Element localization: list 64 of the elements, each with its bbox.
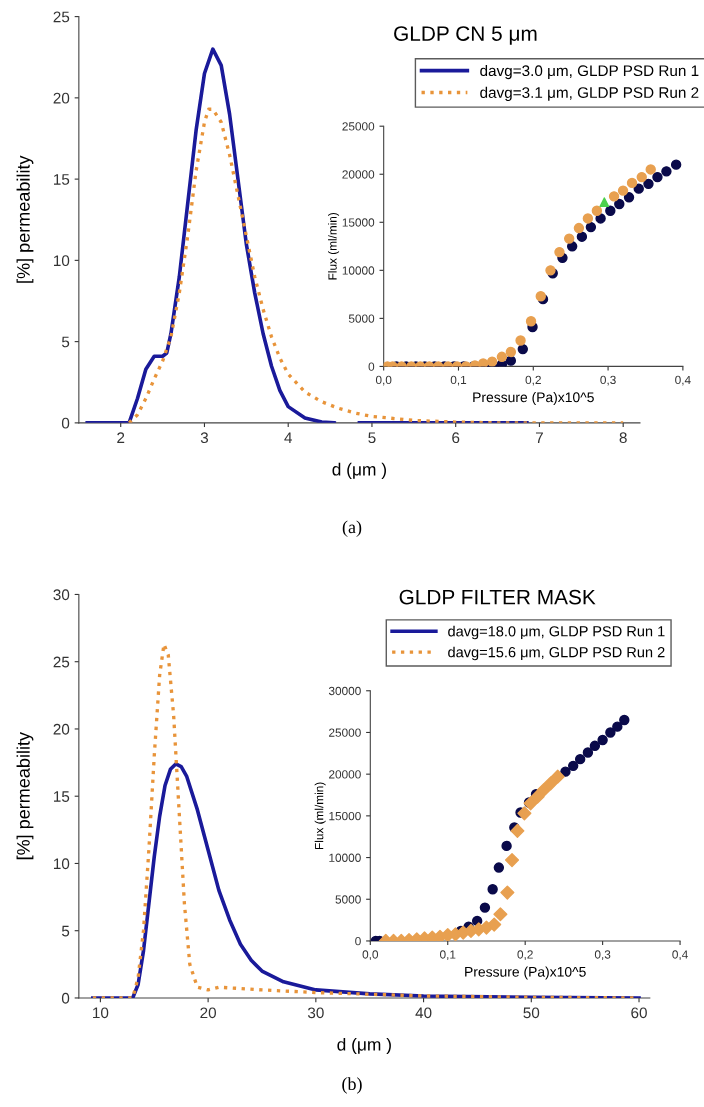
- y-tick-label: 15: [53, 791, 70, 802]
- y-tick-label: 20: [53, 92, 70, 104]
- x-tick-label: 0,3: [594, 950, 611, 961]
- legend-label: davg=3.1 μm, GLDP PSD Run 2: [480, 86, 699, 102]
- y-tick-label: 10: [53, 255, 70, 267]
- legend-label: davg=3.0 μm, GLDP PSD Run 1: [480, 64, 699, 80]
- y-tick-label: 25000: [329, 728, 361, 737]
- y-tick-label: 5000: [335, 895, 361, 904]
- x-tick-label: 30: [307, 1007, 324, 1019]
- x-tick-label: 0,2: [525, 375, 541, 386]
- y-tick-label: 30000: [328, 686, 361, 696]
- y-tick-label: 5: [61, 336, 70, 348]
- x-tick-label: 0,2: [517, 950, 533, 961]
- x-tick-label: 60: [631, 1007, 647, 1019]
- y-tick-label: 0: [368, 362, 375, 371]
- x-axis-title: Pressure (Pa)x10^5: [465, 966, 586, 980]
- y-tick-label: 10: [53, 858, 70, 870]
- y-axis-title: [%] permeability: [16, 732, 34, 860]
- x-tick-label: 6: [452, 432, 460, 444]
- y-tick-label: 20000: [329, 770, 361, 779]
- y-axis-title: Flux (ml/min): [314, 782, 326, 849]
- x-tick-label: 0,1: [450, 375, 467, 386]
- y-tick-label: 0: [355, 936, 361, 946]
- y-tick-label: 15: [53, 174, 70, 185]
- x-axis-title: d (μm ): [332, 462, 386, 479]
- x-axis-title: Pressure (Pa)x10^5: [473, 392, 594, 405]
- x-tick-label: 0,0: [362, 950, 379, 961]
- y-axis-title: [%] permeability: [16, 155, 34, 283]
- y-tick-label: 0: [61, 992, 70, 1004]
- y-tick-label: 5000: [348, 314, 375, 323]
- y-tick-label: 25: [53, 656, 70, 668]
- y-tick-label: 0: [61, 417, 70, 429]
- x-tick-label: 4: [284, 432, 293, 443]
- y-tick-label: 20: [53, 723, 70, 735]
- x-tick-label: 0,1: [440, 950, 456, 961]
- y-tick-label: 5: [61, 925, 70, 937]
- x-axis-title: d (μm ): [337, 1037, 391, 1055]
- x-tick-label: 3: [200, 432, 209, 444]
- x-tick-label: 8: [619, 432, 627, 444]
- chart-title: GLDP FILTER MASK: [399, 589, 596, 605]
- y-tick-label: 25: [53, 11, 70, 23]
- y-axis-title: Flux (ml/min): [328, 212, 340, 280]
- x-tick-label: 0,4: [672, 950, 688, 961]
- x-tick-label: 0,0: [375, 375, 392, 386]
- y-tick-label: 10000: [329, 853, 361, 862]
- x-tick-label: 7: [535, 432, 543, 443]
- text: (a): [342, 520, 362, 537]
- y-tick-label: 30: [53, 589, 70, 601]
- x-tick-label: 20: [200, 1007, 217, 1019]
- x-tick-label: 40: [415, 1007, 432, 1019]
- x-tick-label: 50: [523, 1007, 540, 1019]
- y-tick-label: 15000: [342, 218, 375, 227]
- y-tick-label: 10000: [342, 266, 375, 275]
- x-tick-label: 2: [117, 432, 125, 443]
- y-tick-label: 20000: [342, 170, 375, 179]
- y-tick-label: 25000: [342, 122, 375, 131]
- chart-title: GLDP CN 5 μm: [394, 26, 537, 45]
- x-tick-label: 0,4: [675, 375, 691, 386]
- y-tick-label: 15000: [329, 811, 361, 821]
- legend-label: davg=18.0 μm, GLDP PSD Run 1: [448, 625, 665, 640]
- x-tick-label: 0,3: [600, 375, 616, 386]
- text: (b): [342, 1077, 362, 1094]
- legend-label: davg=15.6 μm, GLDP PSD Run 2: [448, 646, 665, 661]
- x-tick-label: 10: [93, 1007, 109, 1019]
